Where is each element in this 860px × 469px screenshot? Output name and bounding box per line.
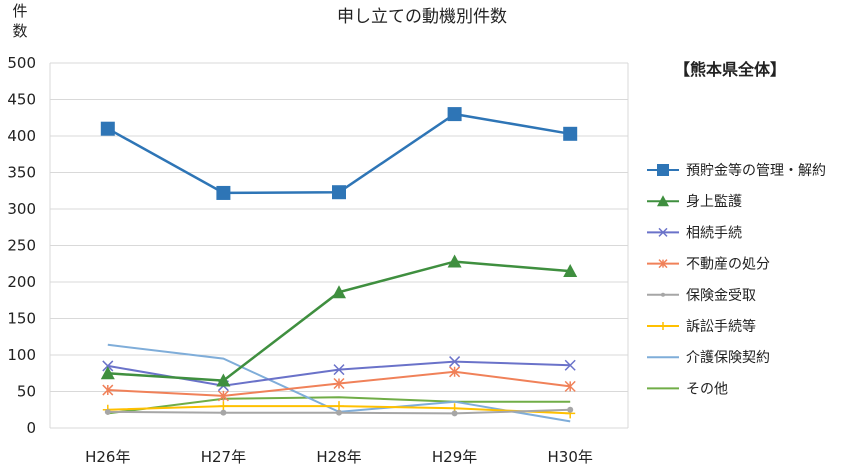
data-point-circle [451,410,458,417]
y-tick-label: 400 [7,127,36,145]
data-point-star [449,366,461,378]
y-tick-label: 150 [7,310,36,328]
legend-entry: 訴訟手続等 [647,318,756,335]
data-point-circle [567,406,574,413]
gridlines [49,62,629,429]
data-point-star [564,380,576,392]
legend-label: その他 [686,381,728,397]
series-path [107,112,571,195]
x-tick-label: H28年 [316,448,361,466]
series-line [102,366,576,402]
legend-entry: 身上監護 [647,193,742,210]
data-point-x [449,356,461,368]
series-path [107,396,571,415]
y-axis-label-char-2: 数 [12,22,27,40]
data-point-square [100,121,115,136]
data-point-square [447,107,462,122]
legend-entry: 相続手続 [647,224,742,241]
data-point-star [102,384,114,396]
data-point-triangle [216,373,231,387]
data-point-circle [661,292,665,297]
x-axis-ticks: H26年 H27年 H28年 H29年 H30年 [85,448,593,466]
legend-label: 介護保険契約 [686,350,770,366]
chart-title: 申し立ての動機別件数 [337,7,507,27]
data-point-plus [334,401,344,412]
y-tick-label: 50 [17,383,36,401]
y-tick-label: 500 [7,54,36,72]
legend-entry: 介護保険契約 [647,350,770,366]
series-line [107,396,571,415]
y-axis-label-char-1: 件 [12,2,27,20]
legend-label: 身上監護 [686,193,742,210]
x-tick-label: H29年 [432,448,477,466]
legend-entry: その他 [647,381,728,397]
data-point-triangle [332,285,346,299]
data-point-star [333,377,345,390]
legend-label: 相続手続 [686,224,742,241]
data-point-triangle [657,195,669,207]
data-point-star [658,259,668,269]
legend-entry: 不動産の処分 [647,257,770,273]
data-point-plus [659,322,667,330]
y-tick-label: 300 [7,200,36,218]
data-point-circle [104,408,111,415]
legend-label: 不動産の処分 [686,257,770,273]
data-point-square [657,164,669,176]
series-line [100,254,578,387]
data-point-x [333,364,345,376]
legend: 預貯金等の管理・解約身上監護相続手続不動産の処分保険金受取訴訟手続等介護保険契約… [647,162,826,397]
y-tick-label: 450 [7,91,36,109]
data-point-square [563,126,578,141]
series-line [104,406,574,417]
series-line [100,107,578,200]
legend-label: 保険金受取 [686,288,756,304]
legend-entry: 保険金受取 [647,288,756,304]
y-tick-label: 250 [7,237,36,255]
x-tick-label: H26年 [85,448,130,466]
data-point-plus [218,401,229,412]
x-tick-label: H27年 [201,448,246,466]
data-point-triangle [100,366,115,380]
y-axis-ticks: 0 50 100 150 200 250 300 350 400 450 500 [7,54,36,437]
y-tick-label: 100 [7,346,36,364]
y-tick-label: 200 [7,273,36,291]
data-point-circle [220,409,227,416]
y-tick-label: 0 [26,419,36,437]
legend-label: 訴訟手続等 [686,318,756,335]
data-point-triangle [447,254,462,268]
data-point-x [564,359,576,371]
y-tick-label: 350 [7,164,36,182]
data-point-square [332,185,346,200]
series-lines [100,107,578,423]
data-point-x [102,360,114,372]
legend-entry: 預貯金等の管理・解約 [647,162,826,179]
data-point-circle [336,409,342,416]
x-tick-label: H30年 [548,448,593,466]
legend-label: 預貯金等の管理・解約 [686,162,826,179]
data-point-square [216,185,231,200]
data-point-star [217,390,229,402]
data-point-x [658,227,668,237]
region-label: 【熊本県全体】 [674,60,786,79]
data-point-triangle [563,264,578,278]
